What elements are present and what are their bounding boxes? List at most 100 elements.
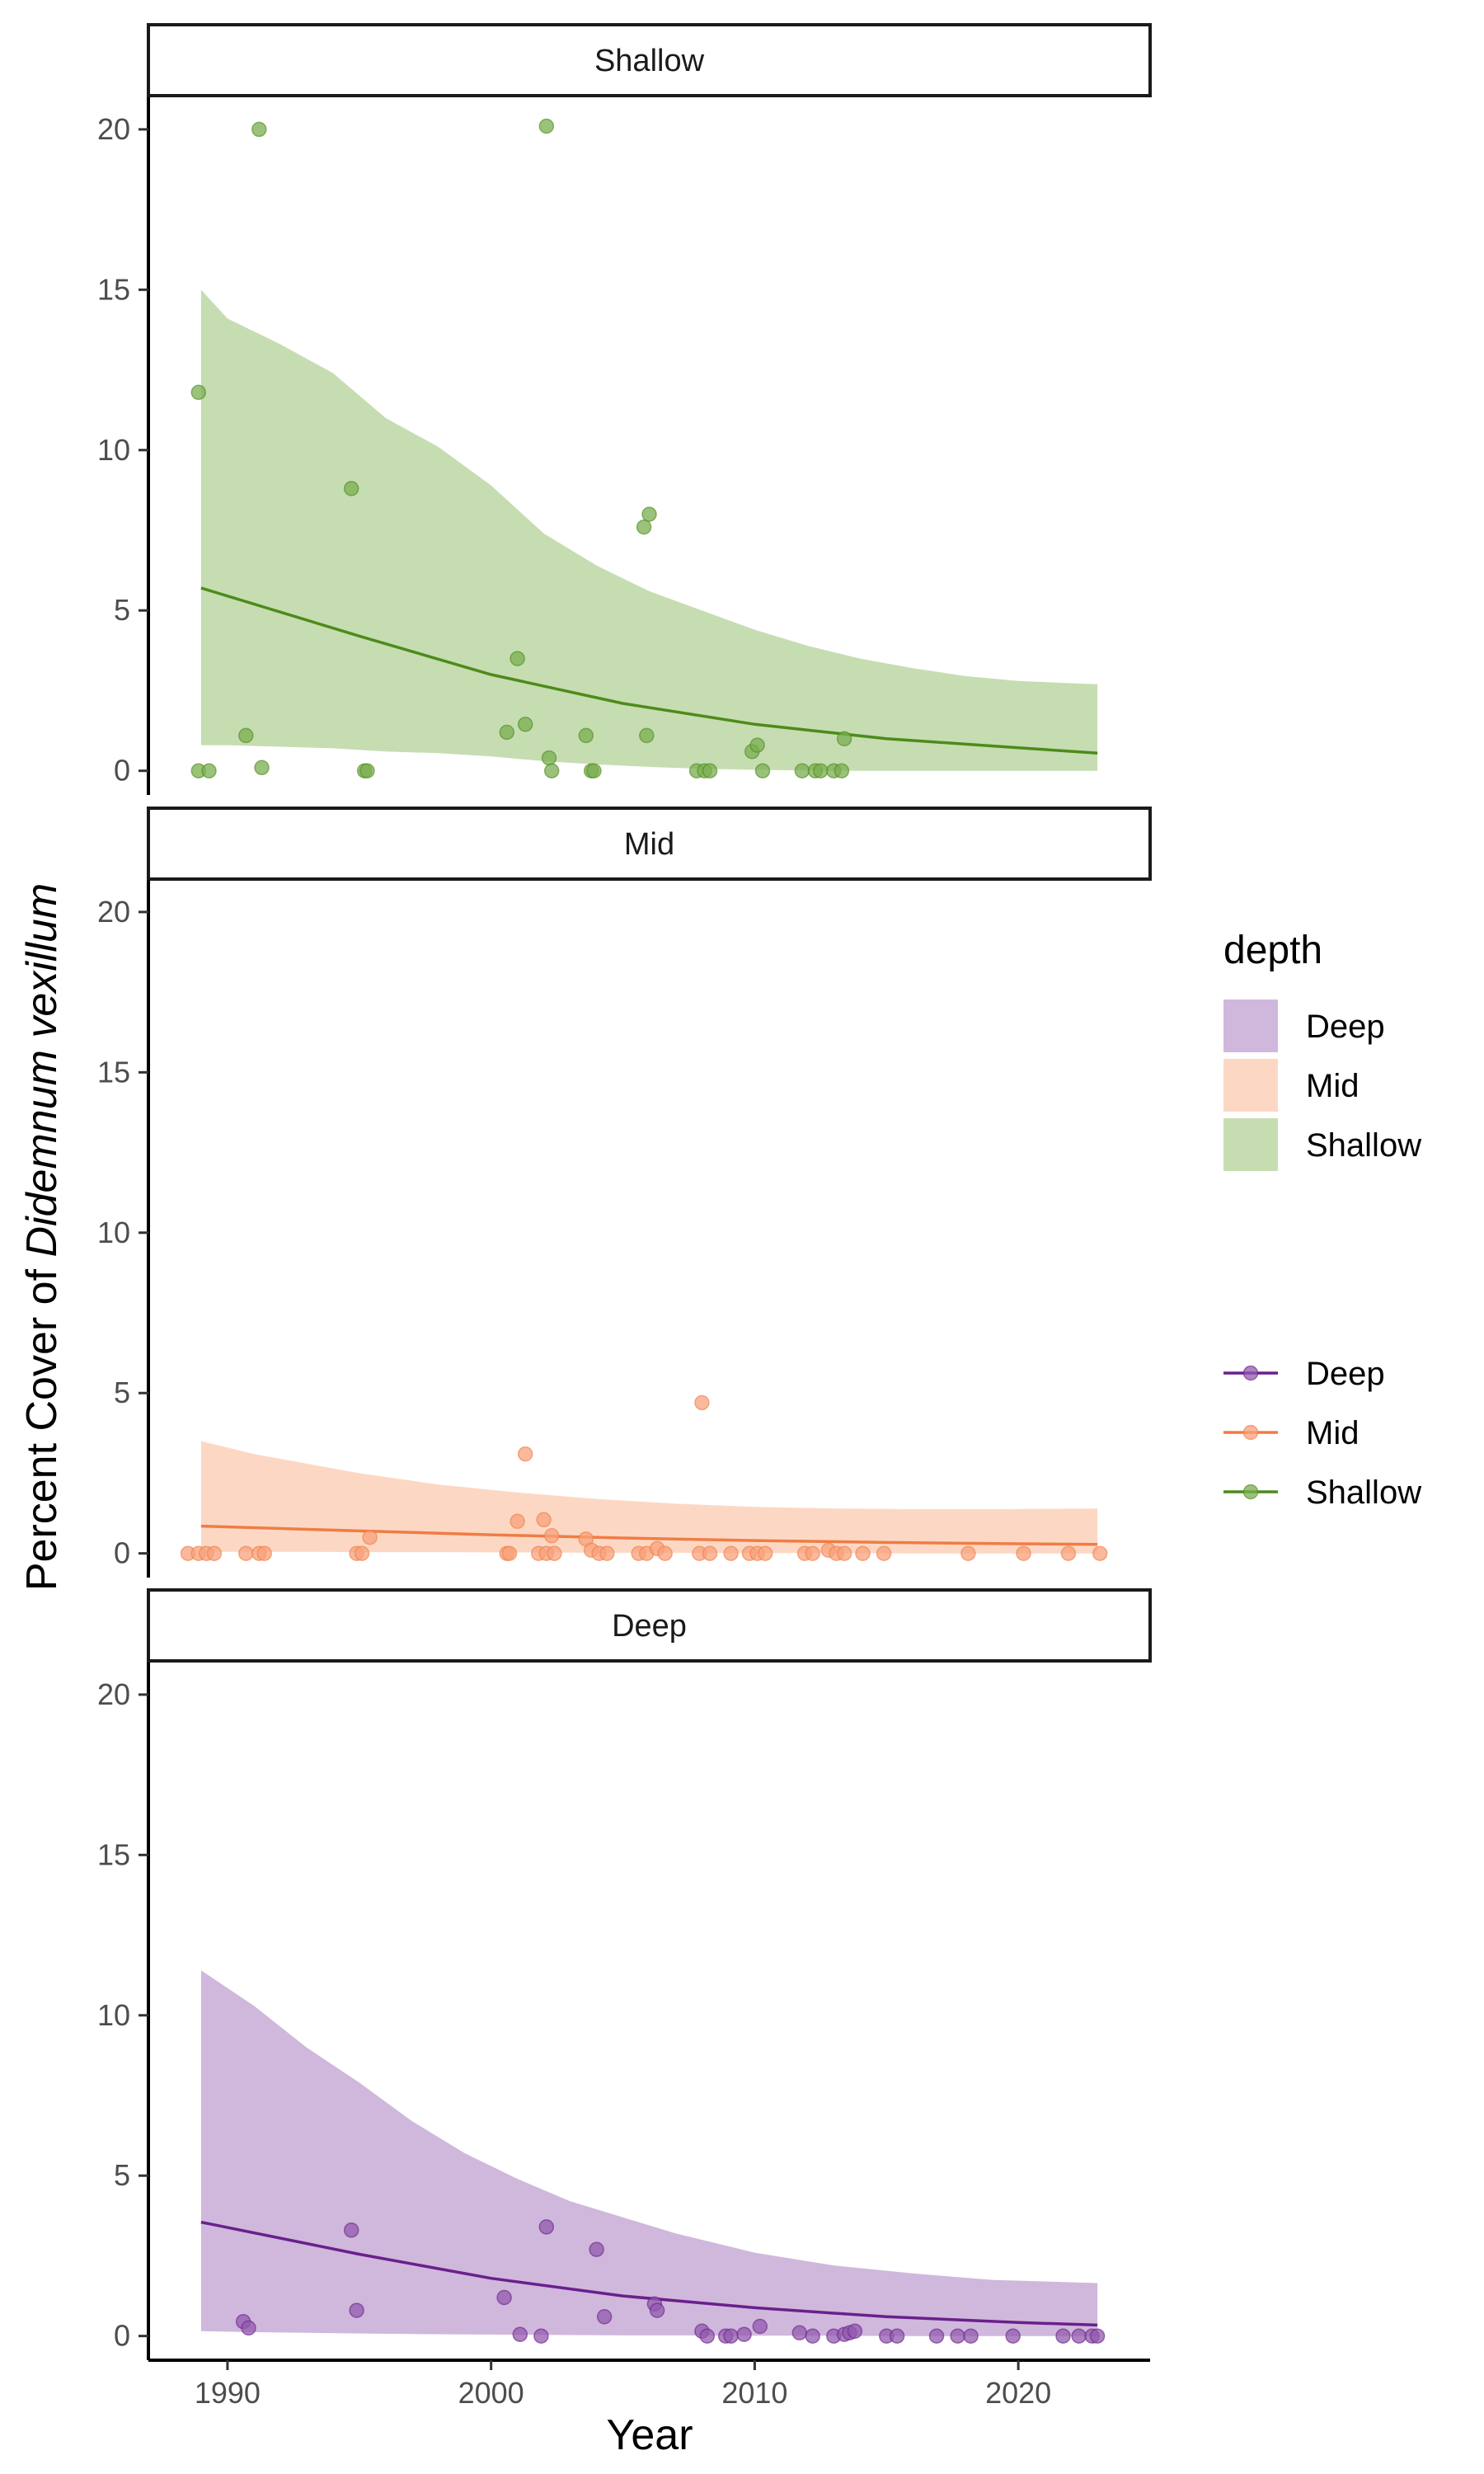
panel-shallow: Shallow 0 5 10 15 20 — [97, 23, 1152, 795]
x-tick-label: 2020 — [985, 2376, 1051, 2410]
y-tick-label-deep: 0 — [114, 2319, 130, 2353]
strip-label-deep: Deep — [612, 1609, 687, 1644]
legend-point-swatch-shallow — [1242, 1484, 1259, 1500]
data-point-shallow — [343, 481, 359, 496]
strip-mid — [147, 807, 1152, 881]
data-point-shallow — [578, 727, 594, 744]
data-point-deep — [1089, 2328, 1106, 2344]
legend-point-swatch-deep — [1242, 1365, 1259, 1381]
y-tick-label-deep: 10 — [97, 1998, 130, 2032]
data-point-shallow — [190, 384, 207, 401]
data-point-mid — [206, 1545, 223, 1561]
y-tick-label-shallow: 0 — [114, 754, 130, 788]
data-point-mid — [354, 1545, 370, 1561]
data-point-deep — [596, 2309, 613, 2325]
data-point-mid — [1060, 1545, 1077, 1561]
data-point-shallow — [510, 651, 525, 666]
data-point-deep — [1071, 2328, 1087, 2344]
data-point-deep — [496, 2289, 512, 2306]
data-point-shallow — [749, 737, 765, 753]
data-point-shallow — [359, 763, 375, 778]
data-point-deep — [241, 2320, 256, 2336]
strip-label-mid: Mid — [624, 827, 674, 862]
data-point-shallow — [754, 763, 771, 778]
data-point-mid — [1092, 1545, 1108, 1561]
y-tick-label-deep: 15 — [97, 1837, 130, 1871]
data-point-shallow — [517, 717, 533, 732]
data-point-mid — [657, 1545, 673, 1561]
data-point-mid — [362, 1529, 378, 1545]
x-axis: 1990 2000 2010 2020 — [148, 2359, 1150, 2410]
data-point-deep — [538, 2219, 555, 2235]
legend-ribbon-swatch-mid — [1223, 1059, 1278, 1112]
data-point-mid — [876, 1545, 892, 1561]
data-point-deep — [847, 2323, 863, 2340]
data-point-shallow — [254, 760, 270, 776]
data-point-shallow — [238, 727, 254, 744]
legend-title: depth — [1223, 929, 1322, 972]
data-point-deep — [889, 2328, 905, 2344]
confidence-ribbon-shallow — [200, 289, 1098, 771]
strip-deep — [147, 1588, 1152, 1663]
data-point-mid — [501, 1545, 518, 1561]
y-axis-title: Percent Cover of Didemnum vexillum — [18, 883, 66, 1591]
data-point-deep — [533, 2328, 549, 2344]
data-point-mid — [510, 1513, 525, 1530]
data-point-deep — [928, 2328, 945, 2344]
data-point-shallow — [499, 724, 515, 741]
data-point-deep — [791, 2325, 808, 2341]
data-point-shallow — [538, 118, 555, 134]
y-tick-label-shallow: 10 — [97, 433, 130, 467]
x-tick-label: 2000 — [458, 2376, 524, 2410]
legend-point-swatch-mid — [1242, 1424, 1259, 1441]
panel-deep: Deep 0 5 10 15 20 — [97, 1588, 1152, 2360]
legend-line-label-mid: Mid — [1306, 1415, 1359, 1451]
data-point-mid — [855, 1545, 871, 1561]
panel-mid: Mid 0 5 10 15 20 — [97, 807, 1152, 1578]
data-point-mid — [757, 1545, 773, 1561]
data-point-deep — [343, 2222, 359, 2238]
data-point-deep — [349, 2302, 364, 2318]
legend-ribbon-label-shallow: Shallow — [1306, 1127, 1421, 1164]
data-point-deep — [805, 2328, 820, 2344]
data-point-mid — [694, 1395, 710, 1411]
legend-line-label-shallow: Shallow — [1306, 1475, 1421, 1511]
data-point-mid — [702, 1545, 718, 1561]
y-tick-label-mid: 15 — [97, 1055, 130, 1089]
x-tick-label: 1990 — [195, 2376, 261, 2410]
y-tick-label-mid: 0 — [114, 1536, 130, 1570]
data-point-deep — [512, 2326, 528, 2342]
legend-line-label-deep: Deep — [1306, 1356, 1385, 1392]
data-point-shallow — [639, 727, 655, 744]
trend-line-shallow — [200, 586, 1098, 755]
legend-ribbon-label-deep: Deep — [1306, 1009, 1385, 1045]
data-point-mid — [547, 1545, 562, 1561]
data-point-shallow — [586, 763, 602, 778]
data-point-shallow — [834, 763, 850, 778]
y-tick-label-shallow: 15 — [97, 272, 130, 306]
data-point-shallow — [251, 121, 267, 138]
data-point-mid — [836, 1545, 852, 1561]
legend-ribbon-swatch-deep — [1223, 999, 1278, 1052]
data-point-mid — [238, 1545, 254, 1561]
data-point-mid — [805, 1545, 820, 1561]
data-point-deep — [723, 2328, 739, 2344]
confidence-ribbon-deep — [200, 1970, 1098, 2336]
data-point-mid — [256, 1545, 272, 1561]
data-point-shallow — [541, 750, 557, 766]
data-point-mid — [517, 1446, 533, 1462]
y-axis-title-prefix: Percent Cover of — [18, 1258, 66, 1592]
data-point-deep — [1055, 2328, 1071, 2344]
data-point-deep — [950, 2328, 965, 2344]
data-point-shallow — [641, 506, 657, 522]
trend-line-mid — [200, 1524, 1098, 1546]
data-point-deep — [1005, 2328, 1021, 2344]
data-point-mid — [536, 1512, 552, 1528]
data-point-shallow — [794, 763, 810, 778]
y-tick-label-deep: 20 — [97, 1677, 130, 1711]
y-tick-label-shallow: 20 — [97, 112, 130, 146]
legend-ribbon-label-mid: Mid — [1306, 1068, 1359, 1104]
strip-shallow — [147, 23, 1152, 97]
x-tick-label: 2010 — [721, 2376, 787, 2410]
